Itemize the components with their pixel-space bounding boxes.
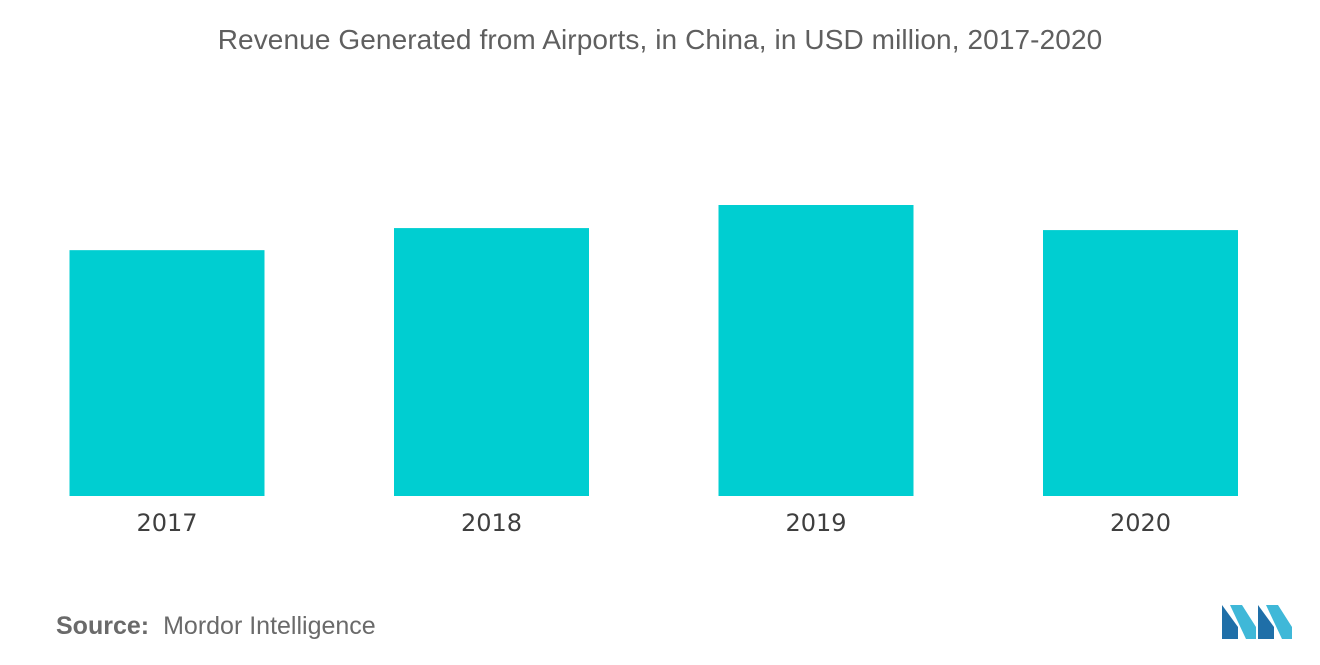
logo-shape-mid-right [1258,605,1274,639]
x-tick-label-2017: 2017 [136,509,197,537]
bar-2017 [69,250,265,496]
bar-chart: 2017 2018 2019 2020 [69,205,1238,537]
source-line: Source: Mordor Intelligence [56,612,376,641]
x-tick-labels: 2017 2018 2019 2020 [136,509,1171,537]
logo-shape-right [1266,605,1292,639]
x-tick-label-2018: 2018 [461,509,522,537]
x-tick-label-2020: 2020 [1110,509,1171,537]
source-text: Mordor Intelligence [163,612,376,640]
bar-2018 [394,228,589,496]
source-label: Source: [56,612,150,640]
bars-group [69,205,1238,496]
bar-2020 [1043,230,1238,496]
logo-shape-mid-left [1230,605,1256,639]
logo-shape-left [1222,605,1238,639]
mordor-intelligence-logo-icon [1222,605,1292,639]
x-tick-label-2019: 2019 [785,509,846,537]
bar-2019 [718,205,914,496]
chart-title: Revenue Generated from Airports, in Chin… [217,24,1103,55]
